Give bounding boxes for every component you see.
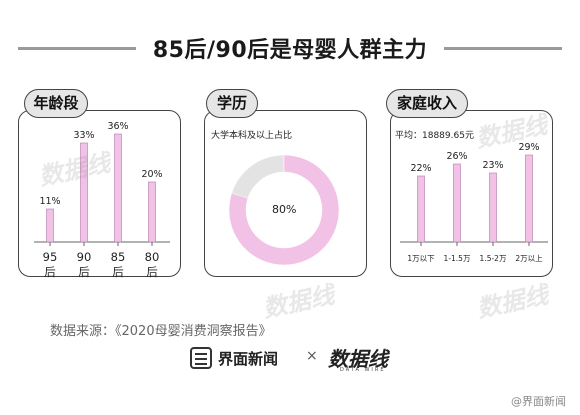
age-bar-value-label: 33% bbox=[73, 130, 94, 141]
education-panel bbox=[204, 110, 367, 277]
age-panel-label: 年龄段 bbox=[24, 89, 88, 118]
income-bar-value-label: 29% bbox=[518, 142, 539, 153]
income-bar-value-label: 23% bbox=[482, 160, 503, 171]
education-subtitle: 大学本科及以上占比 bbox=[211, 131, 293, 141]
age-category-label: 后 bbox=[78, 265, 90, 279]
income-bar-value-label: 22% bbox=[410, 163, 431, 174]
income-bar bbox=[417, 175, 425, 243]
education-panel-label: 学历 bbox=[206, 89, 258, 118]
donut-center-label: 80% bbox=[272, 203, 297, 216]
income-category-label: 2万以上 bbox=[515, 254, 543, 263]
footer-partner-logo: 数据线 bbox=[328, 347, 388, 371]
income-panel-label: 家庭收入 bbox=[386, 89, 468, 118]
income-bar bbox=[489, 172, 497, 243]
jiemian-logo-icon bbox=[190, 347, 212, 369]
donut-slice-other bbox=[231, 154, 285, 199]
footer-partner-sub: DATA WIRE bbox=[340, 367, 386, 373]
income-bar-value-label: 26% bbox=[446, 151, 467, 162]
title-bar: 85后/90后是母婴人群主力 bbox=[18, 28, 562, 68]
title-divider-left bbox=[18, 47, 136, 50]
age-bar-value-label: 11% bbox=[39, 196, 60, 207]
age-bar bbox=[46, 208, 54, 243]
income-bar bbox=[453, 163, 461, 243]
income-category-label: 1.5-2万 bbox=[480, 254, 507, 263]
title-divider-right bbox=[444, 47, 562, 50]
footer-brand: 界面新闻 bbox=[218, 350, 279, 368]
income-subtitle: 平均：18889.65元 bbox=[395, 131, 474, 141]
age-category-label: 后 bbox=[112, 265, 124, 279]
age-bar-value-label: 36% bbox=[107, 121, 128, 132]
age-panel bbox=[18, 110, 181, 277]
age-bar bbox=[114, 133, 122, 243]
watermark: 数据线 bbox=[260, 279, 337, 324]
page-title: 85后/90后是母婴人群主力 bbox=[152, 38, 428, 63]
income-category-label: 1-1.5万 bbox=[444, 254, 471, 263]
age-bar bbox=[80, 142, 88, 243]
income-bar bbox=[525, 154, 533, 243]
age-category-label: 80 bbox=[145, 250, 160, 264]
age-category-label: 85 bbox=[111, 250, 126, 264]
age-category-label: 后 bbox=[146, 265, 158, 279]
income-category-label: 1万以下 bbox=[407, 254, 435, 263]
age-bar-value-label: 20% bbox=[141, 169, 162, 180]
corner-watermark: @界面新闻 bbox=[511, 395, 566, 408]
donut-slice-main bbox=[228, 154, 340, 266]
data-source: 数据来源：《2020母婴消费洞察报告》 bbox=[50, 324, 272, 339]
watermark: 数据线 bbox=[474, 279, 551, 324]
age-category-label: 90 bbox=[77, 250, 92, 264]
income-panel bbox=[390, 110, 553, 277]
income-bar-chart: 22% 1万以下 26% 1-1.5万 23% 1.5-2万 29% 2万以上 bbox=[400, 142, 548, 263]
age-category-label: 95 bbox=[43, 250, 58, 264]
footer: 界面新闻 × 数据线 DATA WIRE bbox=[0, 342, 580, 376]
age-category-label: 后 bbox=[44, 265, 56, 279]
age-bar bbox=[148, 181, 156, 243]
footer-separator: × bbox=[306, 348, 318, 364]
education-donut-chart bbox=[228, 154, 340, 266]
